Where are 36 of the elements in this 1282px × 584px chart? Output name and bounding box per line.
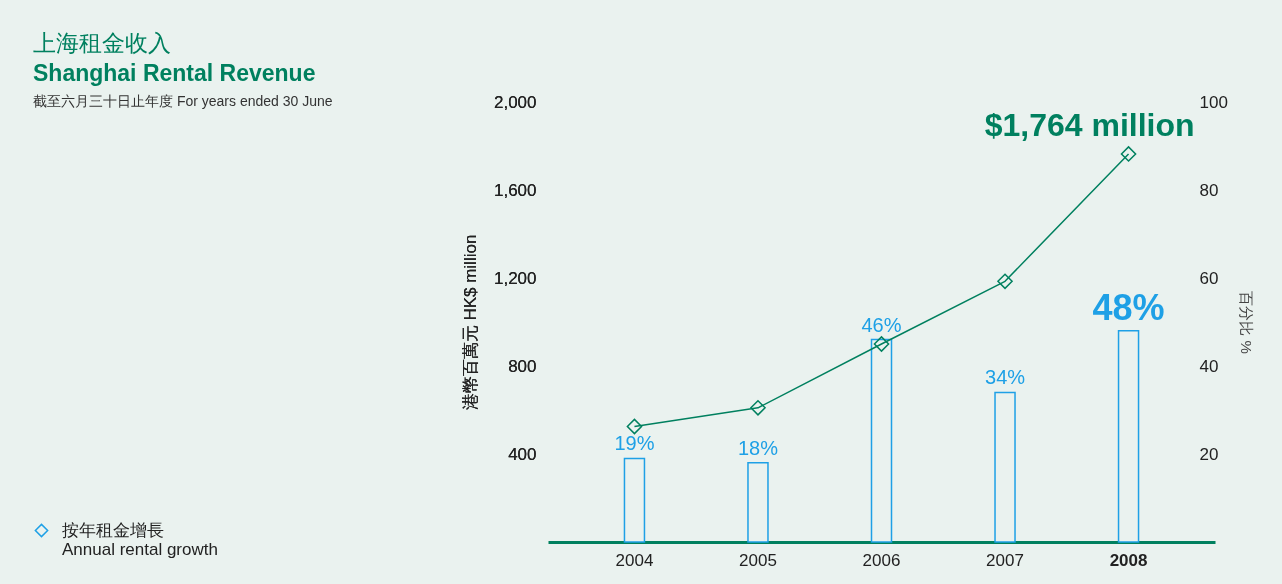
legend-label: 按年租金增長 Annual rental growth: [62, 520, 218, 559]
y2-tick-label: 20: [1199, 444, 1219, 464]
point: [626, 418, 643, 435]
y-tick-label: 800: [508, 356, 537, 376]
y2-tick-label: 100: [1199, 92, 1228, 112]
text: 截至六月三十日止年度 For years ended 30 June: [33, 93, 333, 109]
data-label: 19%: [614, 432, 655, 455]
x-tick-label: 2007: [986, 550, 1024, 570]
bar: [870, 338, 893, 543]
x-tick-label: 2005: [739, 550, 777, 570]
data-label: 46%: [861, 313, 902, 336]
point: [997, 273, 1013, 290]
x-tick-label: 2006: [862, 550, 901, 570]
bar: [747, 462, 769, 543]
y-tick-label: 400: [508, 444, 537, 464]
point: [1120, 146, 1137, 162]
y2-tick-label: 40: [1199, 356, 1219, 376]
bar: [623, 457, 646, 543]
point: [750, 399, 766, 416]
y2-tick-label: 80: [1199, 180, 1219, 200]
y-axis-title: 港幣百萬元 HK$ million: [460, 234, 480, 411]
y2-axis-title: 百分比 %: [1237, 291, 1255, 354]
data-label: 18%: [737, 436, 779, 459]
point: [873, 336, 890, 352]
x-tick-label: 2004: [615, 550, 654, 570]
y-tick-label: 1,200: [493, 268, 537, 288]
x-tick-label: 2008: [1109, 550, 1148, 570]
data-label: 48%: [1092, 286, 1165, 328]
y2-tick-label: 60: [1199, 268, 1219, 288]
annotation: $1,764 million: [984, 106, 1195, 143]
data-label: 34%: [985, 366, 1026, 389]
y-tick-label: 1,600: [493, 180, 537, 200]
y-tick-label: 2,000: [493, 92, 537, 112]
text: 上海租金收入 Shanghai Rental Revenue: [33, 30, 316, 86]
bar: [1117, 330, 1140, 543]
bar: [994, 391, 1016, 543]
